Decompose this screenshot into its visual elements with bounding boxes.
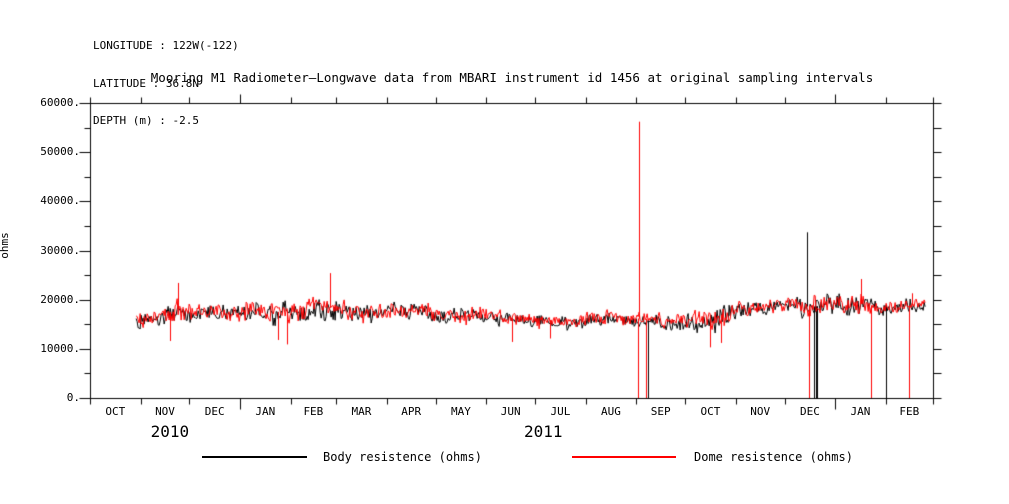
x-tick-label: NOV <box>155 405 175 418</box>
year-label-2010: 2010 <box>150 422 190 441</box>
depth-label: DEPTH (m) : -2.5 <box>93 114 199 127</box>
x-tick-label: JAN <box>255 405 276 418</box>
year-label-2011: 2011 <box>524 422 563 441</box>
chart-title: Mooring M1 Radiometer–Longwave data from… <box>150 70 874 85</box>
x-tick-label: AUG <box>601 405 621 418</box>
x-tick-label: DEC <box>204 405 225 418</box>
x-tick-label: FEB <box>899 405 920 418</box>
dome-legend-line <box>572 456 676 458</box>
body-legend-line <box>202 456 307 458</box>
y-tick-label: 10000. <box>40 341 80 355</box>
legend-item-body: Body resistence (ohms) <box>202 449 532 465</box>
x-tick-label: MAR <box>351 405 372 418</box>
body-legend-label: Body resistence (ohms) <box>323 450 482 464</box>
y-axis-label: ohms <box>0 232 11 259</box>
x-tick-label: NOV <box>750 405 771 418</box>
longitude-label: LONGITUDE : 122W(-122) <box>93 39 239 52</box>
y-tick-label: 60000. <box>40 96 80 109</box>
y-tick-label: 20000. <box>40 292 80 306</box>
x-tick-label: JAN <box>850 405 871 418</box>
y-tick-label: 0. <box>66 391 80 404</box>
x-tick-label: OCT <box>700 405 721 418</box>
latitude-label: LATITUDE : 36.8N <box>93 76 199 90</box>
x-tick-label: MAY <box>451 405 471 418</box>
y-tick-label: 50000. <box>40 145 80 159</box>
x-tick-label: SEP <box>650 405 671 418</box>
x-tick-label: FEB <box>303 405 324 418</box>
dome-legend-label: Dome resistence (ohms) <box>694 450 853 464</box>
legend-item-dome: Dome resistence (ohms) <box>572 449 902 465</box>
x-tick-label: JUN <box>500 405 521 418</box>
y-tick-label: 30000. <box>40 243 80 257</box>
x-tick-label: OCT <box>105 405 126 418</box>
header-metadata-block: LONGITUDE : 122W(-122) LATITUDE : 36.8N … <box>93 15 239 153</box>
x-tick-label: DEC <box>799 405 820 418</box>
y-tick-label: 40000. <box>40 194 80 208</box>
x-tick-label: JUL <box>550 405 571 418</box>
x-tick-label: APR <box>401 405 422 418</box>
